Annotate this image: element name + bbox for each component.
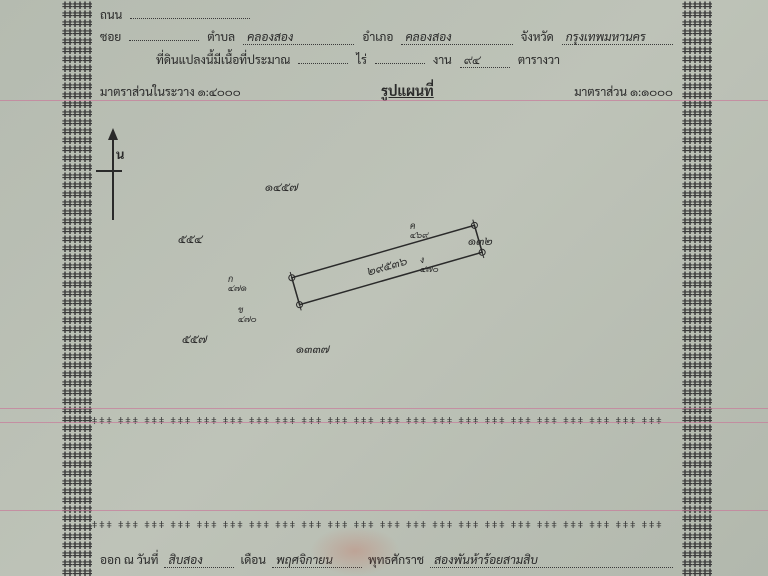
label-ngan: งาน [433, 51, 452, 67]
paper-background: ‡‡‡ ‡‡‡ ‡‡‡ ‡‡‡ ‡‡‡ ‡‡‡ ‡‡‡ ‡‡‡ ‡‡‡ ‡‡‡ … [0, 0, 768, 576]
adjacent-parcel-label: ๕๕๔ [178, 230, 202, 246]
label-month: เดือน [240, 551, 266, 567]
rule-line [0, 422, 768, 423]
rule-line [0, 510, 768, 511]
label-tambon: ตำบล [207, 28, 235, 44]
label-date: ออก ณ วันที่ [100, 551, 158, 567]
rule-line [0, 408, 768, 409]
label-wah: ตารางวา [518, 51, 560, 67]
value-province: กรุงเทพมหานคร [562, 28, 673, 45]
value-soi [129, 40, 199, 41]
adjacent-parcel-label: ๕๕๗ [182, 330, 207, 346]
corner-mark-label: ข ๔๗๐ [238, 306, 257, 324]
svg-text:๒๙๕๓๖: ๒๙๕๓๖ [365, 252, 409, 279]
form-row-area: ที่ดินแปลงนี้มีเนื้อที่ประมาณ ไร่ งาน ๙๔… [156, 51, 673, 68]
map-title: รูปแผนที่ [381, 82, 434, 100]
corner-mark-label: ค ๔๖๙ [410, 222, 428, 240]
parcel-diagram: ๒๙๕๓๖ [237, 185, 537, 345]
label-amphoe: อำเภอ [362, 28, 393, 44]
adjacent-parcel-label: ๑๓๓๗ [296, 340, 330, 356]
corner-mark-label: ง ๔๗๐ [420, 256, 439, 274]
seal-stamp [310, 526, 400, 576]
rule-line [0, 100, 768, 101]
value-tambon: คลองสอง [243, 28, 354, 45]
form-row-road: ถนน [100, 6, 673, 22]
plot-area: ๒๙๕๓๖ [100, 130, 673, 400]
value-amphoe: คลองสอง [401, 28, 512, 45]
border-left: ‡‡‡ ‡‡‡ ‡‡‡ ‡‡‡ ‡‡‡ ‡‡‡ ‡‡‡ ‡‡‡ ‡‡‡ ‡‡‡ … [62, 0, 92, 576]
adjacent-parcel-label: ๑๔๕๗ [265, 178, 298, 194]
adjacent-parcel-label: ๑๓๒ [468, 232, 493, 248]
label-province: จังหวัด [521, 28, 554, 44]
value-year: สองพันห้าร้อยสามสิบ [430, 551, 673, 568]
label-road: ถนน [100, 6, 122, 22]
scale-right: มาตราส่วน ๑:๑๐๐๐ [574, 83, 673, 99]
value-road [130, 18, 250, 19]
scale-row: มาตราส่วนในระวาง ๑:๔๐๐๐ รูปแผนที่ มาตราส… [100, 82, 673, 100]
value-wah: ๙๔ [460, 51, 510, 68]
corner-mark-label: ก ๔๗๑ [228, 275, 247, 293]
form-row-location: ซอย ตำบล คลองสอง อำเภอ คลองสอง จังหวัด ก… [100, 28, 673, 45]
label-area: ที่ดินแปลงนี้มีเนื้อที่ประมาณ [156, 51, 290, 67]
label-rai: ไร่ [356, 51, 367, 67]
label-soi: ซอย [100, 28, 121, 44]
value-ngan [375, 63, 425, 64]
value-rai [298, 63, 348, 64]
border-right: ‡‡‡ ‡‡‡ ‡‡‡ ‡‡‡ ‡‡‡ ‡‡‡ ‡‡‡ ‡‡‡ ‡‡‡ ‡‡‡ … [682, 0, 712, 576]
value-day: สิบสอง [164, 551, 234, 568]
scale-left: มาตราส่วนในระวาง ๑:๔๐๐๐ [100, 83, 241, 99]
document-content: ถนน ซอย ตำบล คลองสอง อำเภอ คลองสอง จังหว… [100, 0, 673, 576]
